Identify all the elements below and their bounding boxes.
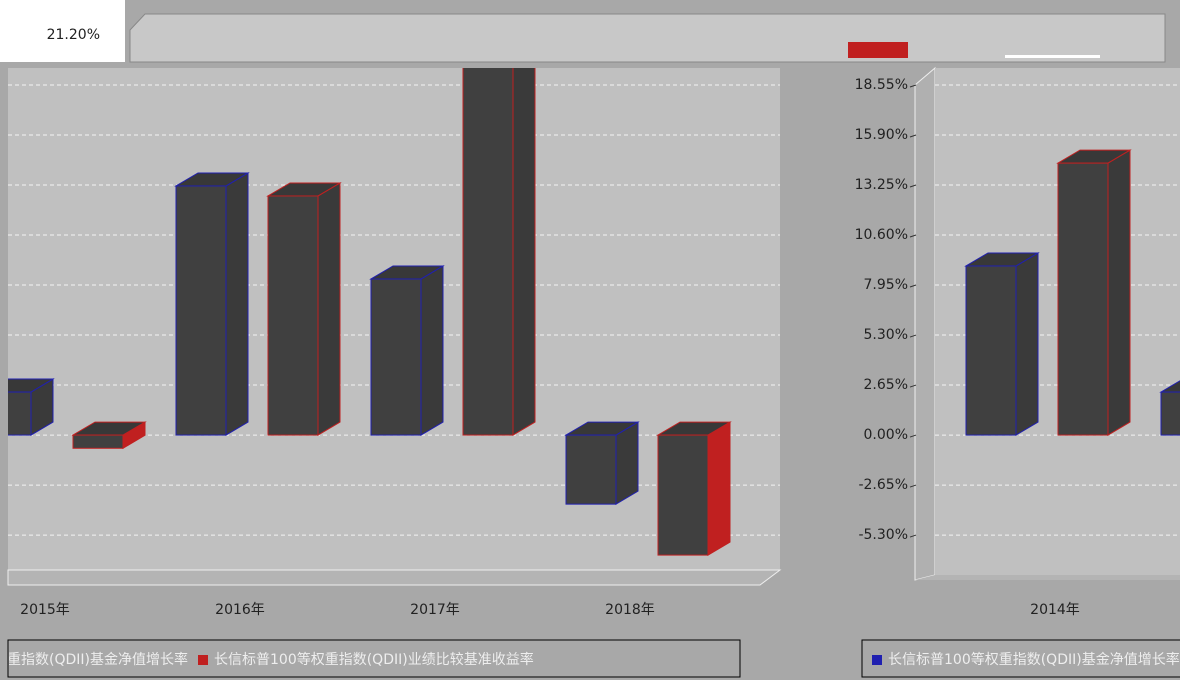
bar bbox=[72, 434, 124, 449]
y-tick-label: 10.60% bbox=[855, 227, 908, 243]
x-tick-label: 2016年 bbox=[215, 602, 265, 618]
legend: 长信标普100等权重指数(QDII)基金净值增长率 bbox=[872, 651, 1180, 668]
legend-swatch bbox=[198, 655, 208, 665]
y-tick bbox=[909, 484, 917, 488]
bar-side bbox=[512, 68, 536, 436]
annotation: 21.20% bbox=[47, 27, 100, 43]
x-tick-label: 2014年 bbox=[1030, 602, 1080, 618]
pane-right bbox=[935, 84, 1180, 536]
y-tick bbox=[909, 84, 917, 88]
bar-top bbox=[1159, 380, 1180, 393]
legend-box bbox=[861, 639, 1180, 678]
bar bbox=[267, 195, 319, 436]
legend-box bbox=[7, 639, 741, 678]
bar bbox=[657, 434, 709, 556]
floor bbox=[915, 575, 1180, 580]
y-tick bbox=[909, 134, 917, 138]
bar bbox=[565, 434, 617, 505]
bar bbox=[370, 278, 422, 436]
axis-right: -5.30% -2.65% 0.00% 2.65% 5.30% 7.95% 10.60% 13… bbox=[855, 77, 917, 543]
y-tick-label: 5.30% bbox=[864, 327, 908, 343]
bar-side bbox=[420, 265, 444, 436]
x-tick-label: 2017年 bbox=[410, 602, 460, 618]
legend-swatch bbox=[872, 655, 882, 665]
x-tick-label: 2015年 bbox=[20, 602, 70, 618]
y-tick-label: 18.55% bbox=[855, 77, 908, 93]
top-strip bbox=[129, 13, 1166, 63]
top-corner bbox=[0, 0, 125, 62]
y-tick-label: 13.25% bbox=[855, 177, 908, 193]
bar bbox=[462, 68, 514, 436]
legend-label: 长信标普100等权重指数(QDII)基金净值增长率 bbox=[0, 651, 188, 668]
legend-label: 长信标普100等权重指数(QDII)业绩比较基准收益率 bbox=[214, 651, 534, 668]
x-axis-labels: 2015年 2016年 2017年 2018年 2014年 bbox=[20, 602, 1080, 618]
bar bbox=[8, 391, 32, 436]
y-tick bbox=[909, 534, 917, 538]
bar-side bbox=[225, 172, 249, 436]
y-tick-label: -5.30% bbox=[858, 527, 908, 543]
y-tick-label: 0.00% bbox=[864, 427, 908, 443]
bar-side bbox=[1015, 252, 1039, 436]
bar bbox=[1057, 162, 1109, 436]
y-tick bbox=[909, 184, 917, 188]
y-tick bbox=[909, 234, 917, 238]
y-tick-label: -2.65% bbox=[858, 477, 908, 493]
pane-left bbox=[8, 68, 780, 556]
y-tick bbox=[909, 434, 917, 438]
bar bbox=[1160, 391, 1180, 436]
stray-mark bbox=[848, 42, 908, 58]
bar-side bbox=[707, 421, 731, 556]
bar-side bbox=[1107, 149, 1131, 436]
x-tick-label: 2018年 bbox=[605, 602, 655, 618]
bar-side bbox=[615, 421, 639, 506]
legend: 长信标普100等权重指数(QDII)基金净值增长率 长信标普100等权重指数(QD… bbox=[0, 651, 534, 668]
bar bbox=[175, 185, 227, 436]
bar bbox=[965, 265, 1017, 436]
y-tick bbox=[909, 384, 917, 388]
stray-mark bbox=[1005, 55, 1100, 58]
y-tick-label: 2.65% bbox=[864, 377, 908, 393]
y-tick-label: 15.90% bbox=[855, 127, 908, 143]
wall bbox=[914, 66, 936, 581]
floor bbox=[7, 569, 782, 586]
y-tick bbox=[909, 334, 917, 338]
legend-label: 长信标普100等权重指数(QDII)基金净值增长率 bbox=[888, 651, 1180, 668]
y-tick bbox=[909, 284, 917, 288]
y-tick-label: 7.95% bbox=[864, 277, 908, 293]
bar-side bbox=[317, 182, 341, 436]
